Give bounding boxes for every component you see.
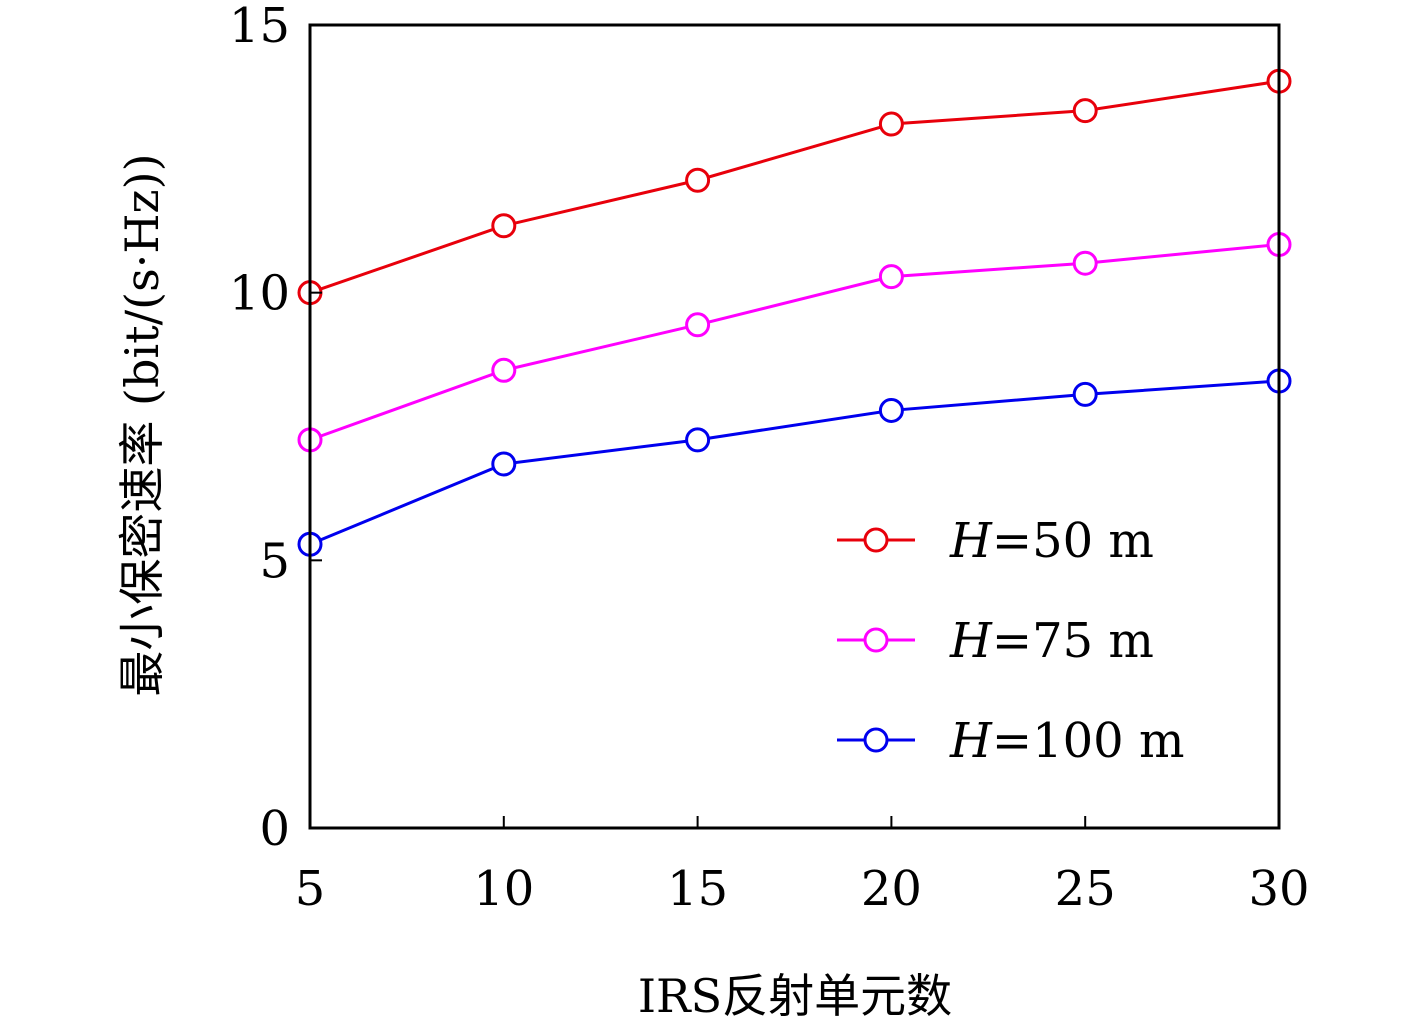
data-point [1072,381,1098,407]
legend-marker [863,527,889,553]
y-axis-title: 最小保密速率 (bit/(s·Hz)) [115,153,169,696]
plot-frame [308,23,1281,830]
data-point [878,111,904,137]
series-line-1 [309,79,1280,295]
series-line-3 [309,379,1280,546]
x-tick-label: 25 [1055,861,1116,917]
legend-label-variable: H [949,513,993,569]
data-point [878,264,904,290]
legend-label-variable: H [949,713,993,769]
x-tick-label: 15 [667,861,728,917]
data-point [1072,250,1098,276]
legend-label-value: =100 m [992,713,1185,769]
x-tick-label: 10 [473,861,534,917]
y-tick-label: 15 [229,0,290,54]
y-tick-label: 0 [259,801,290,857]
legend-label-variable: H [949,613,993,669]
legend: H=50 mH=75 mH=100 m [837,513,1184,769]
data-point [1072,98,1098,124]
legend-label-value: =50 m [992,513,1154,569]
series-layer [297,68,1292,557]
x-tick-label: 5 [295,861,326,917]
data-point [685,312,711,338]
y-tick-label: 5 [259,533,290,589]
legend-label: H=75 m [949,613,1154,669]
data-point [878,397,904,423]
x-tick-label: 30 [1248,861,1309,917]
y-tick-label: 10 [229,266,290,322]
legend-marker [863,627,889,653]
data-point [685,167,711,193]
data-point [491,357,517,383]
x-tick-label: 20 [861,861,922,917]
x-axis-title: IRS反射单元数 [638,969,952,1023]
data-point [491,451,517,477]
legend-label-value: =75 m [992,613,1154,669]
legend-label: H=100 m [949,713,1184,769]
data-point [491,213,517,239]
legend-marker [863,727,889,753]
data-point [685,427,711,453]
legend-label: H=50 m [949,513,1154,569]
series-line-2 [309,242,1280,442]
